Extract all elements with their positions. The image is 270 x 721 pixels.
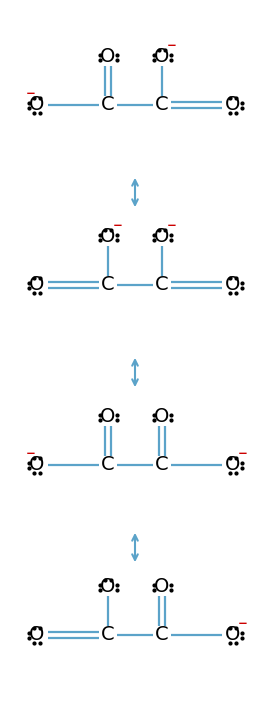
Text: C: C bbox=[101, 95, 115, 115]
Text: −: − bbox=[26, 446, 36, 459]
Text: C: C bbox=[155, 95, 169, 115]
Text: −: − bbox=[113, 218, 123, 231]
Text: C: C bbox=[155, 456, 169, 474]
Text: O: O bbox=[100, 228, 116, 247]
Text: −: − bbox=[26, 87, 36, 99]
Text: O: O bbox=[100, 407, 116, 427]
Text: O: O bbox=[29, 456, 45, 474]
Text: O: O bbox=[100, 48, 116, 66]
Text: −: − bbox=[167, 218, 177, 231]
Text: O: O bbox=[154, 48, 170, 66]
Text: O: O bbox=[225, 275, 241, 294]
Text: C: C bbox=[155, 275, 169, 294]
Text: −: − bbox=[167, 38, 177, 51]
Text: O: O bbox=[29, 275, 45, 294]
Text: −: − bbox=[238, 616, 248, 629]
Text: O: O bbox=[225, 626, 241, 645]
Text: O: O bbox=[154, 228, 170, 247]
Text: O: O bbox=[154, 578, 170, 596]
Text: O: O bbox=[29, 626, 45, 645]
Text: O: O bbox=[225, 456, 241, 474]
Text: −: − bbox=[238, 446, 248, 459]
Text: O: O bbox=[154, 407, 170, 427]
Text: O: O bbox=[29, 95, 45, 115]
Text: C: C bbox=[101, 626, 115, 645]
Text: C: C bbox=[101, 456, 115, 474]
Text: C: C bbox=[101, 275, 115, 294]
Text: C: C bbox=[155, 626, 169, 645]
Text: O: O bbox=[100, 578, 116, 596]
Text: O: O bbox=[225, 95, 241, 115]
